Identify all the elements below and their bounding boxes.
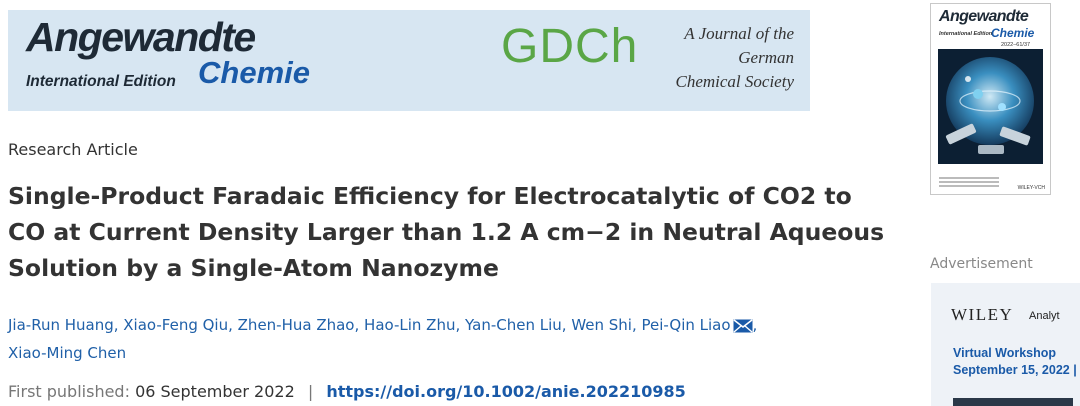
author-link[interactable]: Wen Shi: [571, 316, 632, 334]
article-type: Research Article: [8, 140, 138, 159]
society-tagline-line: A Journal of the: [684, 24, 794, 43]
author-link[interactable]: Hao-Lin Zhu: [364, 316, 456, 334]
author-link[interactable]: Zhen-Hua Zhao: [237, 316, 355, 334]
society-tagline-line: German: [738, 48, 794, 67]
cover-volume: 2022–61/37: [1001, 42, 1031, 48]
gdch-logo: GDCh: [501, 20, 639, 73]
author-link[interactable]: Jia-Run Huang: [8, 316, 114, 334]
ad-footer-bar: [953, 398, 1073, 406]
cover-caption-lines: [939, 177, 999, 189]
separator: |: [307, 382, 314, 401]
published-date: 06 September 2022: [135, 382, 295, 401]
author-link[interactable]: Pei-Qin Liao: [641, 316, 731, 334]
corresponding-author-mail-icon[interactable]: [733, 316, 753, 341]
author-list: Jia-Run Huang, Xiao-Feng Qiu, Zhen-Hua Z…: [8, 316, 758, 362]
advertisement-banner[interactable]: WILEY Analyt Virtual Workshop September …: [931, 283, 1080, 406]
journal-edition: International Edition: [26, 73, 176, 90]
author-link[interactable]: Xiao-Feng Qiu: [123, 316, 229, 334]
ad-date: September 15, 2022 | 3: [953, 363, 1080, 377]
author-link[interactable]: Yan-Chen Liu: [465, 316, 562, 334]
publication-info: First published: 06 September 2022 | htt…: [8, 382, 686, 401]
society-tagline: A Journal of the German Chemical Society: [624, 22, 795, 94]
ad-headline: Virtual Workshop: [953, 346, 1057, 360]
author-link[interactable]: Xiao-Ming Chen: [8, 344, 127, 362]
article-title: Single-Product Faradaic Efficiency for E…: [8, 182, 885, 282]
doi-link[interactable]: https://doi.org/10.1002/anie.202210985: [326, 382, 686, 401]
published-label: First published:: [8, 382, 130, 401]
cover-title: Angewandte: [939, 8, 1029, 25]
advertisement-label: Advertisement: [930, 256, 1033, 272]
journal-brand-subtitle: Chemie: [198, 55, 310, 90]
cover-publisher: WILEY-VCH: [1017, 185, 1045, 191]
ad-brand-subtitle: Analyt: [1029, 310, 1060, 322]
journal-banner[interactable]: Angewandte International Edition Chemie …: [8, 10, 810, 111]
society-tagline-line: Chemical Society: [675, 72, 795, 91]
journal-brand-title: Angewandte: [26, 14, 256, 60]
cover-edition: International Edition: [939, 31, 993, 37]
cover-subtitle: Chemie: [991, 26, 1035, 40]
ad-brand: WILEY: [951, 305, 1014, 324]
journal-cover-thumbnail[interactable]: Angewandte Chemie International Edition …: [930, 3, 1051, 195]
cover-artwork: [938, 49, 1043, 164]
